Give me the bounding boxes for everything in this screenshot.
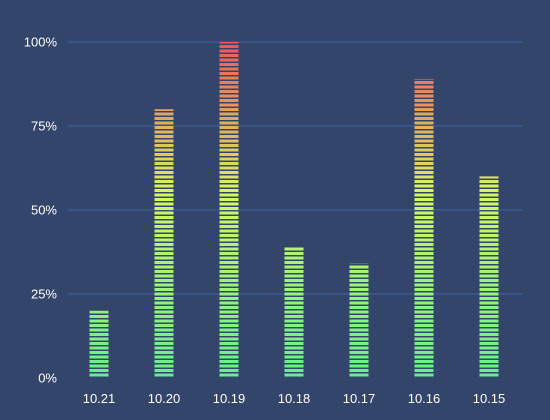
bar-10.17 — [349, 263, 369, 378]
bar-10.21 — [89, 310, 109, 378]
x-tick-label: 10.17 — [343, 391, 376, 406]
bar-10.18 — [284, 246, 304, 378]
bar-10.16 — [414, 78, 434, 379]
y-tick-label: 0% — [38, 371, 57, 386]
x-tick-label: 10.18 — [278, 391, 311, 406]
gridlines — [68, 41, 522, 295]
y-tick-label: 25% — [31, 287, 57, 302]
bar-10.19 — [219, 42, 239, 378]
y-axis-labels: 0% 25% 50% 75% 100% — [24, 35, 58, 386]
y-tick-label: 75% — [31, 119, 57, 134]
bars — [89, 42, 499, 379]
x-tick-label: 10.20 — [148, 391, 181, 406]
y-tick-label: 50% — [31, 203, 57, 218]
x-axis-labels: 10.21 10.20 10.19 10.18 10.17 10.16 10.15 — [83, 391, 506, 406]
x-tick-label: 10.21 — [83, 391, 116, 406]
y-tick-label: 100% — [24, 35, 58, 50]
x-tick-label: 10.19 — [213, 391, 246, 406]
x-tick-label: 10.16 — [408, 391, 441, 406]
x-tick-label: 10.15 — [473, 391, 506, 406]
bar-10.15 — [479, 176, 499, 378]
bar-10.20 — [154, 109, 174, 378]
